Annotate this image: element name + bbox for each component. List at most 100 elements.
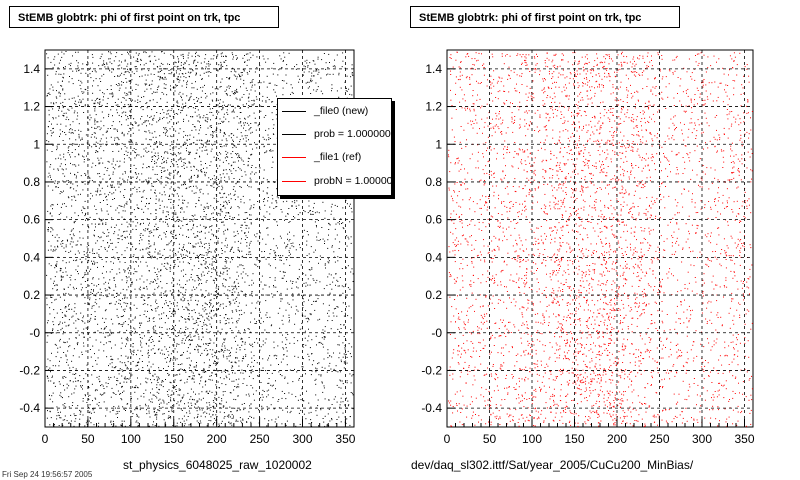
scatter-point	[217, 331, 219, 333]
scatter-point	[177, 251, 179, 253]
scatter-point	[269, 316, 271, 318]
scatter-point	[206, 167, 208, 169]
scatter-point	[179, 91, 181, 93]
scatter-point	[222, 108, 224, 110]
scatter-point	[141, 296, 143, 298]
scatter-point	[230, 207, 232, 209]
scatter-point	[212, 183, 214, 185]
scatter-point	[112, 409, 114, 411]
scatter-point	[60, 329, 62, 331]
scatter-point	[146, 167, 148, 169]
scatter-point	[174, 425, 176, 427]
scatter-point	[147, 297, 149, 299]
scatter-point	[56, 261, 58, 263]
scatter-point	[202, 117, 204, 119]
scatter-point	[163, 265, 165, 267]
scatter-point	[89, 411, 91, 413]
scatter-point	[215, 352, 216, 354]
scatter-point	[146, 343, 147, 345]
scatter-point	[167, 305, 169, 306]
scatter-point	[97, 157, 99, 159]
scatter-point	[154, 325, 156, 327]
scatter-point	[203, 322, 205, 324]
scatter-point	[114, 139, 115, 141]
scatter-point	[226, 173, 228, 175]
scatter-point	[126, 297, 128, 299]
scatter-point	[254, 360, 255, 361]
scatter-point	[127, 179, 129, 181]
scatter-point	[143, 96, 145, 98]
scatter-point	[212, 261, 214, 263]
scatter-point	[211, 225, 213, 227]
scatter-point	[79, 375, 81, 377]
scatter-point	[182, 73, 184, 75]
scatter-point	[128, 140, 130, 142]
scatter-point	[167, 152, 169, 154]
scatter-point	[224, 345, 226, 347]
scatter-point	[114, 168, 116, 170]
scatter-point	[176, 105, 178, 107]
scatter-point	[100, 138, 102, 140]
scatter-point	[88, 259, 90, 261]
scatter-point	[169, 361, 171, 363]
scatter-point	[172, 425, 174, 426]
scatter-point	[66, 183, 68, 185]
scatter-point	[208, 420, 210, 421]
scatter-point	[217, 242, 219, 244]
scatter-point	[220, 67, 222, 69]
scatter-point	[232, 299, 234, 301]
scatter-point	[70, 420, 72, 422]
scatter-point	[216, 157, 218, 159]
scatter-point	[257, 125, 259, 127]
scatter-point	[188, 64, 190, 66]
scatter-point	[60, 163, 62, 165]
scatter-point	[63, 293, 65, 295]
scatter-point	[170, 400, 172, 402]
scatter-point	[150, 401, 152, 403]
scatter-point	[158, 378, 160, 380]
scatter-point	[237, 266, 239, 268]
scatter-point	[173, 365, 175, 367]
scatter-point	[183, 162, 185, 164]
scatter-point	[118, 83, 120, 84]
scatter-point	[137, 207, 139, 209]
scatter-point	[60, 206, 62, 208]
scatter-point	[154, 425, 156, 426]
scatter-point	[177, 113, 179, 115]
scatter-point	[182, 158, 184, 160]
scatter-point	[270, 384, 272, 386]
scatter-point	[170, 172, 172, 174]
scatter-point	[149, 416, 151, 418]
scatter-point	[138, 124, 140, 126]
scatter-point	[213, 401, 215, 403]
scatter-point	[199, 155, 200, 157]
scatter-point	[219, 68, 221, 70]
scatter-point	[107, 235, 109, 237]
scatter-point	[172, 280, 174, 282]
scatter-point	[160, 402, 162, 404]
scatter-point	[268, 420, 270, 422]
scatter-point	[59, 340, 61, 342]
scatter-point	[129, 79, 131, 81]
scatter-point	[186, 218, 188, 220]
scatter-point	[72, 132, 74, 134]
scatter-point	[141, 123, 143, 125]
scatter-point	[53, 309, 55, 311]
scatter-point	[236, 116, 238, 118]
scatter-point	[132, 261, 134, 263]
scatter-point	[165, 233, 166, 235]
scatter-point	[197, 415, 199, 417]
scatter-point	[250, 132, 252, 134]
scatter-point	[231, 347, 233, 349]
scatter-point	[78, 146, 80, 147]
scatter-point	[245, 355, 247, 357]
scatter-point	[271, 372, 273, 374]
scatter-point	[59, 394, 61, 396]
scatter-point	[94, 311, 96, 313]
scatter-point	[210, 304, 212, 306]
scatter-point	[69, 76, 70, 77]
scatter-point	[213, 55, 215, 57]
scatter-point	[191, 295, 193, 297]
scatter-point	[113, 406, 115, 407]
scatter-point	[152, 281, 154, 283]
